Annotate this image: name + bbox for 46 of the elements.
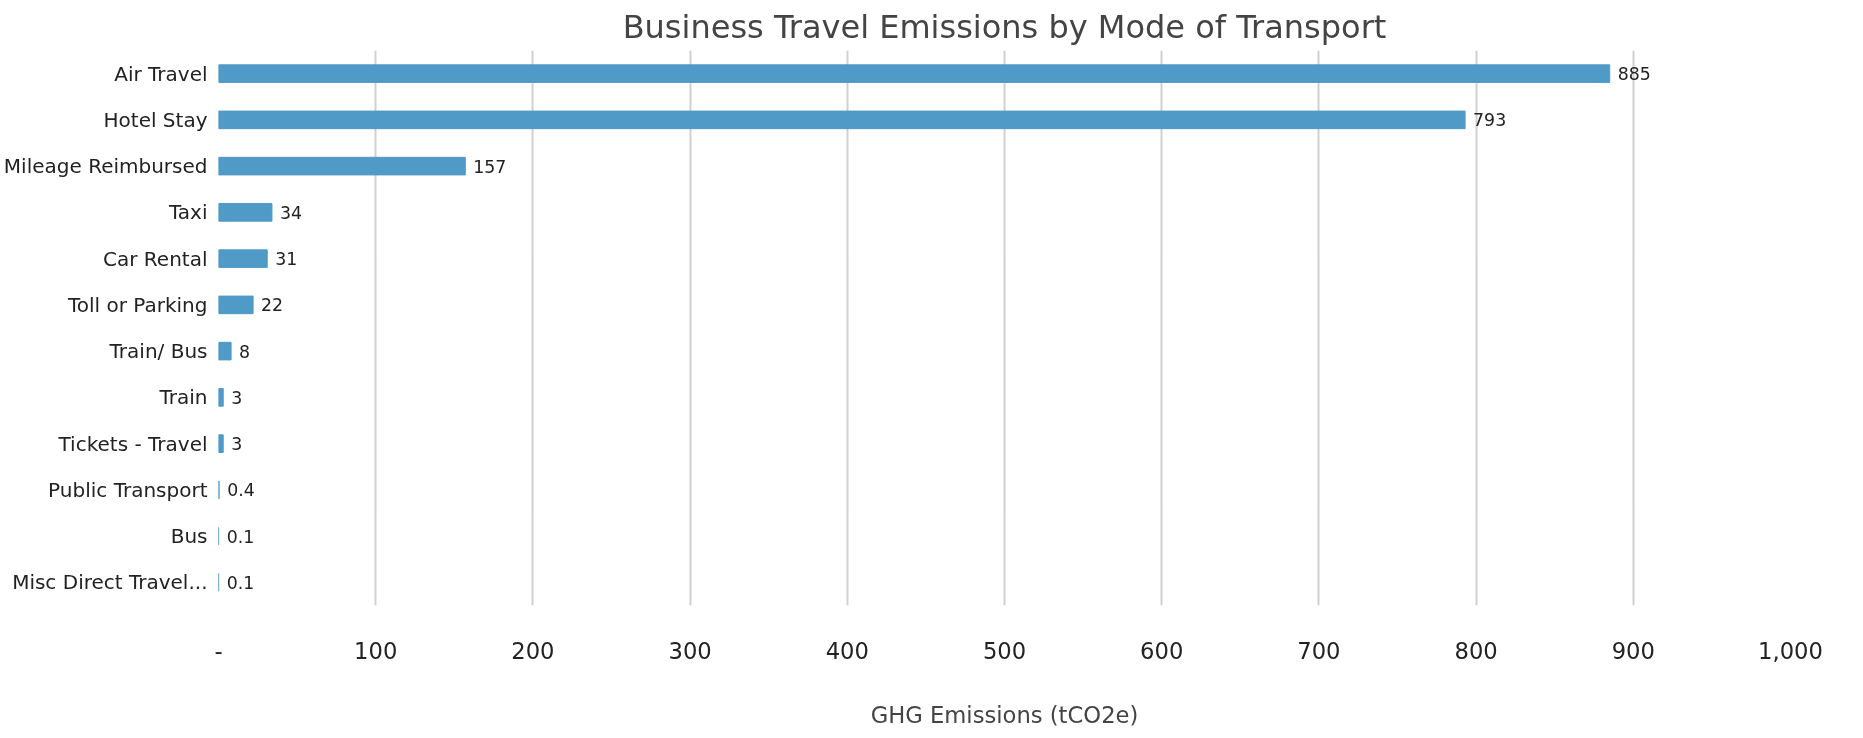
x-tick-label: 500 bbox=[982, 637, 1027, 664]
data-label: 0.1 bbox=[226, 526, 255, 547]
bar bbox=[218, 156, 466, 176]
y-tick-label: Public Transport bbox=[48, 477, 208, 502]
x-tick-label: 1,000 bbox=[1758, 637, 1823, 664]
chart-title: Business Travel Emissions by Mode of Transport bbox=[622, 7, 1387, 46]
y-tick-label: Air Travel bbox=[114, 61, 208, 86]
x-tick-label: 300 bbox=[668, 637, 712, 664]
x-tick-label: 400 bbox=[825, 637, 869, 664]
y-tick-label: Train bbox=[158, 385, 208, 410]
y-tick-label: Taxi bbox=[167, 200, 208, 225]
y-tick-label: Mileage Reimbursed bbox=[3, 154, 208, 179]
bar bbox=[218, 203, 273, 222]
bar bbox=[218, 434, 224, 453]
data-label: 8 bbox=[239, 341, 251, 362]
bar bbox=[218, 64, 1611, 83]
data-label: 3 bbox=[231, 434, 243, 455]
y-tick-label: Car Rental bbox=[103, 246, 208, 271]
x-tick-label: 700 bbox=[1297, 637, 1341, 664]
data-label: 34 bbox=[279, 202, 303, 223]
x-tick-label: 100 bbox=[354, 637, 398, 664]
bar bbox=[218, 295, 254, 315]
data-label: 793 bbox=[1473, 110, 1507, 131]
x-tick-label: - bbox=[214, 637, 223, 664]
y-tick-label: Bus bbox=[170, 524, 208, 549]
data-label: 0.4 bbox=[227, 480, 255, 501]
bar bbox=[218, 249, 268, 268]
bar bbox=[218, 388, 224, 407]
bar bbox=[218, 110, 1466, 130]
y-tick-label: Misc Direct Travel... bbox=[12, 570, 208, 595]
x-tick-label: 800 bbox=[1454, 637, 1498, 664]
data-label: 157 bbox=[473, 156, 507, 177]
y-tick-label: Hotel Stay bbox=[103, 107, 208, 132]
data-label: 885 bbox=[1617, 64, 1651, 85]
x-axis-title: GHG Emissions (tCO2e) bbox=[870, 701, 1139, 728]
x-tick-label: 600 bbox=[1140, 637, 1184, 664]
x-tick-label: 200 bbox=[511, 637, 555, 664]
x-tick-label: 900 bbox=[1611, 637, 1655, 664]
data-label: 31 bbox=[275, 249, 298, 270]
y-tick-label: Train/ Bus bbox=[108, 339, 208, 364]
data-label: 22 bbox=[261, 295, 284, 316]
y-tick-label: Tickets - Travel bbox=[57, 431, 208, 456]
y-tick-label: Toll or Parking bbox=[67, 292, 208, 317]
data-label: 0.1 bbox=[226, 572, 255, 593]
data-label: 3 bbox=[231, 387, 243, 408]
bar bbox=[218, 341, 232, 361]
